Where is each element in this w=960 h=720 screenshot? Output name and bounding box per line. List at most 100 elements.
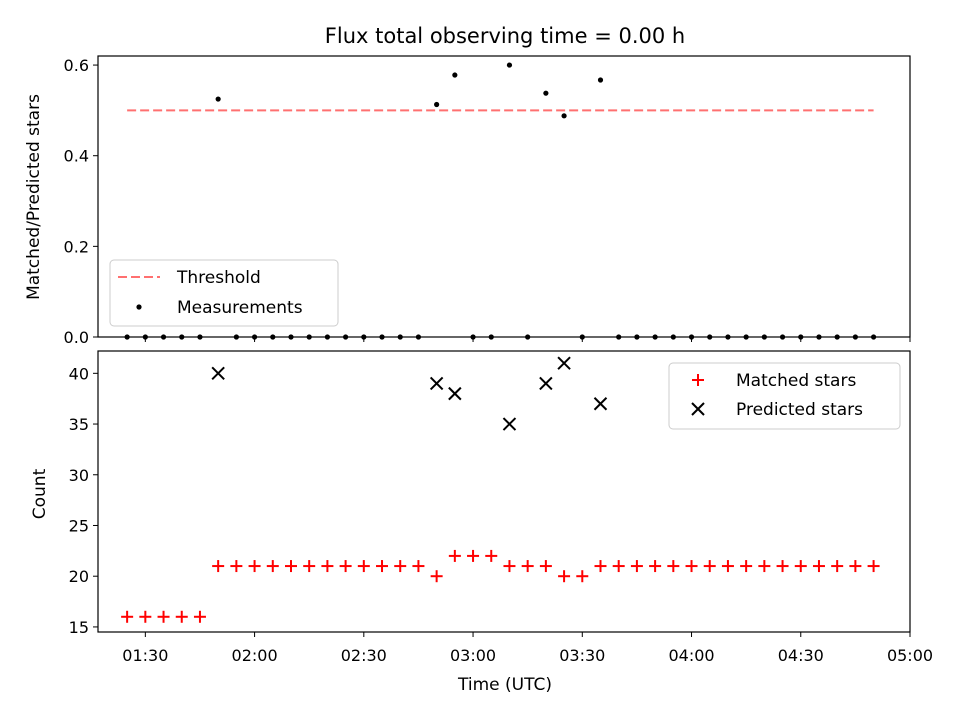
top-y-tick-label: 0.2 xyxy=(64,237,89,256)
predicted-marker-b xyxy=(593,397,608,411)
top-panel: 0.0 0.2 0.4 0.6 Matched/Predicted stars Thr… xyxy=(24,55,911,347)
bottom-y-tick-label: 30 xyxy=(69,466,89,485)
bottom-plot-marks xyxy=(121,356,880,623)
matched-star-point xyxy=(831,560,844,573)
matched-star-point xyxy=(193,610,206,623)
matched-star-point xyxy=(376,560,389,573)
matched-star-point xyxy=(175,610,188,623)
predicted-star-point xyxy=(539,376,553,391)
bottom-y-tick-label: 35 xyxy=(69,415,89,434)
matched-star-point xyxy=(612,560,625,573)
top-y-tick-label: 0.4 xyxy=(64,147,89,166)
matched-star-point xyxy=(794,560,807,573)
matched-star-point xyxy=(266,560,279,573)
top-plot-frame xyxy=(97,55,911,338)
predicted-star-point xyxy=(557,356,571,370)
bottom-y-tick-label: 15 xyxy=(69,618,89,637)
top-axes: 0.0 0.2 0.4 0.6 xyxy=(64,55,911,347)
predicted-marker-b xyxy=(557,356,571,370)
matched-star-point xyxy=(558,570,571,583)
bottom-x-tick-label: 01:30 xyxy=(122,646,168,665)
matched-star-point xyxy=(157,610,170,623)
bottom-y-tick-label: 40 xyxy=(69,364,89,383)
matched-star-point xyxy=(339,560,352,573)
matched-star-point xyxy=(121,610,134,623)
matched-star-point xyxy=(139,610,152,623)
measurement-point xyxy=(543,90,549,96)
matched-star-point xyxy=(394,560,407,573)
matched-star-point xyxy=(230,560,243,573)
matched-star-point xyxy=(776,560,789,573)
measurement-point xyxy=(434,101,440,108)
matched-star-point xyxy=(630,560,643,573)
matched-star-point xyxy=(321,560,334,573)
predicted-star-point xyxy=(593,397,608,411)
top-y-tick-label: 0.0 xyxy=(64,328,89,347)
legend-threshold-label: Threshold xyxy=(176,268,261,288)
measurement-point xyxy=(215,96,221,102)
bottom-y-tick-label: 20 xyxy=(69,567,89,586)
chart-title: Flux total observing time = 0.00 h xyxy=(325,24,685,48)
bottom-plot-frame xyxy=(97,350,911,633)
matched-star-point xyxy=(430,570,443,583)
predicted-star-point xyxy=(211,366,225,381)
matched-star-point xyxy=(703,560,716,573)
matched-star-point xyxy=(667,560,680,573)
matched-star-point xyxy=(485,549,498,562)
bottom-x-tick-label: 05:00 xyxy=(887,646,933,665)
matched-star-point xyxy=(448,549,461,562)
bottom-x-tick-label: 03:00 xyxy=(450,646,496,665)
matched-star-point xyxy=(539,560,552,573)
predicted-marker-b xyxy=(211,366,225,381)
bottom-panel: 15 20 25 30 35 40 01:30 02:00 02:30 03:00 03:30 04:… xyxy=(30,350,933,695)
measurement-point xyxy=(452,72,458,78)
predicted-legend-swatch xyxy=(691,402,705,416)
matched-star-point xyxy=(849,560,862,573)
predicted-marker-b xyxy=(502,417,517,431)
matched-star-point xyxy=(303,560,316,573)
matched-star-point xyxy=(867,560,880,573)
bottom-y-axis-label: Count xyxy=(30,468,50,519)
matched-star-point xyxy=(248,560,261,573)
bottom-x-tick-label: 02:00 xyxy=(232,646,278,665)
top-legend: Threshold Measurements xyxy=(109,259,339,327)
matched-star-point xyxy=(812,560,825,573)
predicted-star-point xyxy=(448,386,462,401)
matched-legend-swatch xyxy=(692,374,704,386)
top-legend-box xyxy=(109,259,339,327)
bottom-x-tick-label: 02:30 xyxy=(341,646,387,665)
matched-star-point xyxy=(740,560,753,573)
matched-star-point xyxy=(212,560,225,573)
x-axis-label: Time (UTC) xyxy=(457,675,552,695)
bottom-axes: 15 20 25 30 35 40 01:30 02:00 02:30 03:00 03:30 04:… xyxy=(69,350,933,665)
matched-star-point xyxy=(467,549,480,562)
bottom-legend: Matched stars Predicted stars xyxy=(668,362,901,430)
top-y-axis-label: Matched/Predicted stars xyxy=(24,94,44,300)
bottom-x-tick-label: 03:30 xyxy=(559,646,605,665)
matched-star-point xyxy=(758,560,771,573)
top-y-tick-label: 0.6 xyxy=(64,56,89,75)
bottom-legend-box xyxy=(668,362,901,430)
matched-star-point xyxy=(357,560,370,573)
bottom-x-tick-label: 04:00 xyxy=(668,646,714,665)
predicted-marker-b xyxy=(448,386,462,401)
matched-star-point xyxy=(685,560,698,573)
predicted-star-point xyxy=(429,376,444,391)
matched-star-point xyxy=(594,560,607,573)
legend-predicted-label: Predicted stars xyxy=(736,400,863,420)
matched-star-point xyxy=(649,560,662,573)
matched-star-point xyxy=(412,560,425,573)
predicted-marker-b xyxy=(429,376,444,391)
legend-measurements-label: Measurements xyxy=(177,298,303,318)
predicted-marker-b xyxy=(539,376,553,391)
measurements-legend-swatch xyxy=(136,304,142,310)
bottom-y-tick-label: 25 xyxy=(69,516,89,535)
matched-star-point xyxy=(521,560,534,573)
matched-star-point xyxy=(284,560,297,573)
measurement-point xyxy=(506,62,513,68)
measurement-point xyxy=(597,77,604,83)
matched-star-point xyxy=(721,560,734,573)
matched-star-point xyxy=(503,560,516,573)
predicted-star-point xyxy=(502,417,517,431)
